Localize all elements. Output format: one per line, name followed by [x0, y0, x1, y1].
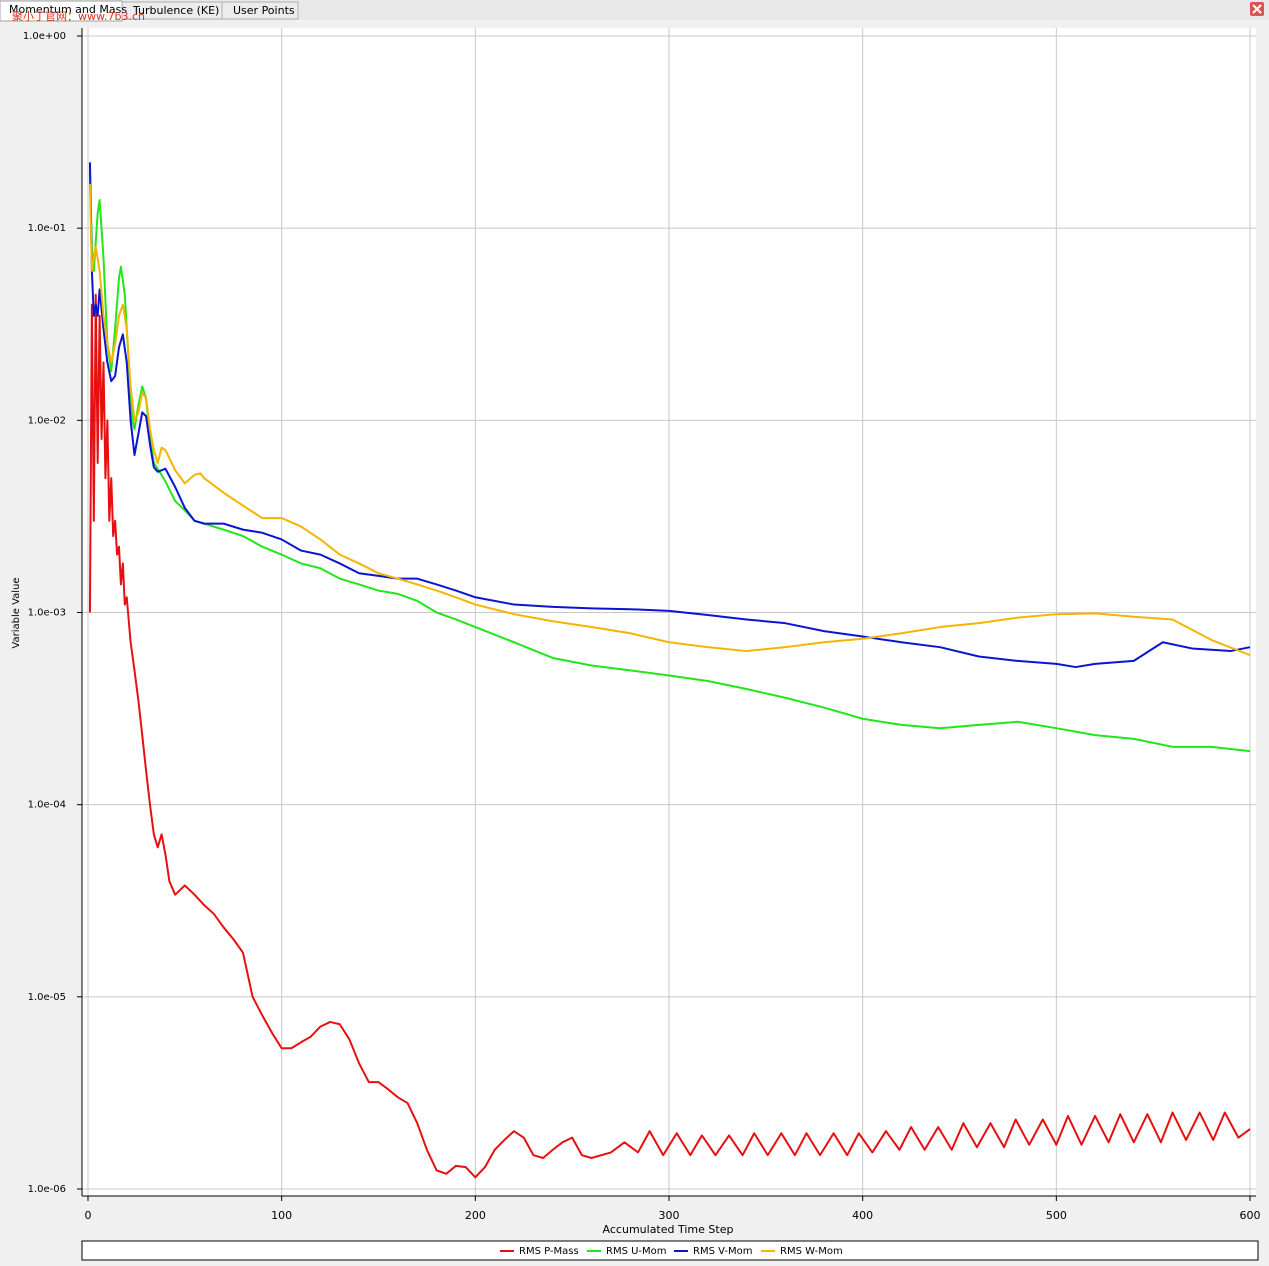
y-tick-label: 1.0e-05 [28, 992, 66, 1003]
legend-label: RMS U-Mom [606, 1246, 667, 1257]
y-tick-label: 1.0e-03 [28, 608, 66, 619]
series-line [88, 293, 1251, 1179]
tab[interactable] [221, 1, 299, 20]
y-tick-label: 1.0e+00 [23, 31, 66, 42]
x-tick-label: 500 [1046, 1209, 1067, 1222]
series-line [88, 183, 1251, 657]
tab-label: Turbulence (KE) [132, 4, 219, 17]
tab-bar [0, 0, 1269, 20]
watermark: 聚小丁官网：www.7b3.cn [12, 9, 145, 23]
y-tick-label: 1.0e-01 [28, 223, 66, 234]
x-tick-label: 400 [852, 1209, 873, 1222]
legend-label: RMS W-Mom [780, 1246, 843, 1257]
y-tick-label: 1.0e-06 [28, 1184, 66, 1195]
x-tick-label: 600 [1240, 1209, 1261, 1222]
series-line [88, 162, 1251, 669]
tab-label: Momentum and Mass [9, 3, 127, 16]
x-tick-label: 100 [271, 1209, 292, 1222]
legend-label: RMS V-Mom [693, 1246, 752, 1257]
y-axis-label: Variable Value [11, 577, 22, 648]
x-tick-label: 0 [85, 1209, 92, 1222]
legend-label: RMS P-Mass [519, 1246, 579, 1257]
y-tick-label: 1.0e-04 [28, 800, 66, 811]
tab-label: User Points [233, 4, 295, 17]
x-axis-label: Accumulated Time Step [603, 1223, 734, 1236]
y-tick-label: 1.0e-02 [28, 415, 66, 426]
series-line [88, 170, 1251, 753]
x-tick-label: 200 [465, 1209, 486, 1222]
x-tick-label: 300 [659, 1209, 680, 1222]
close-icon [1252, 4, 1262, 14]
legend [81, 1240, 1259, 1261]
